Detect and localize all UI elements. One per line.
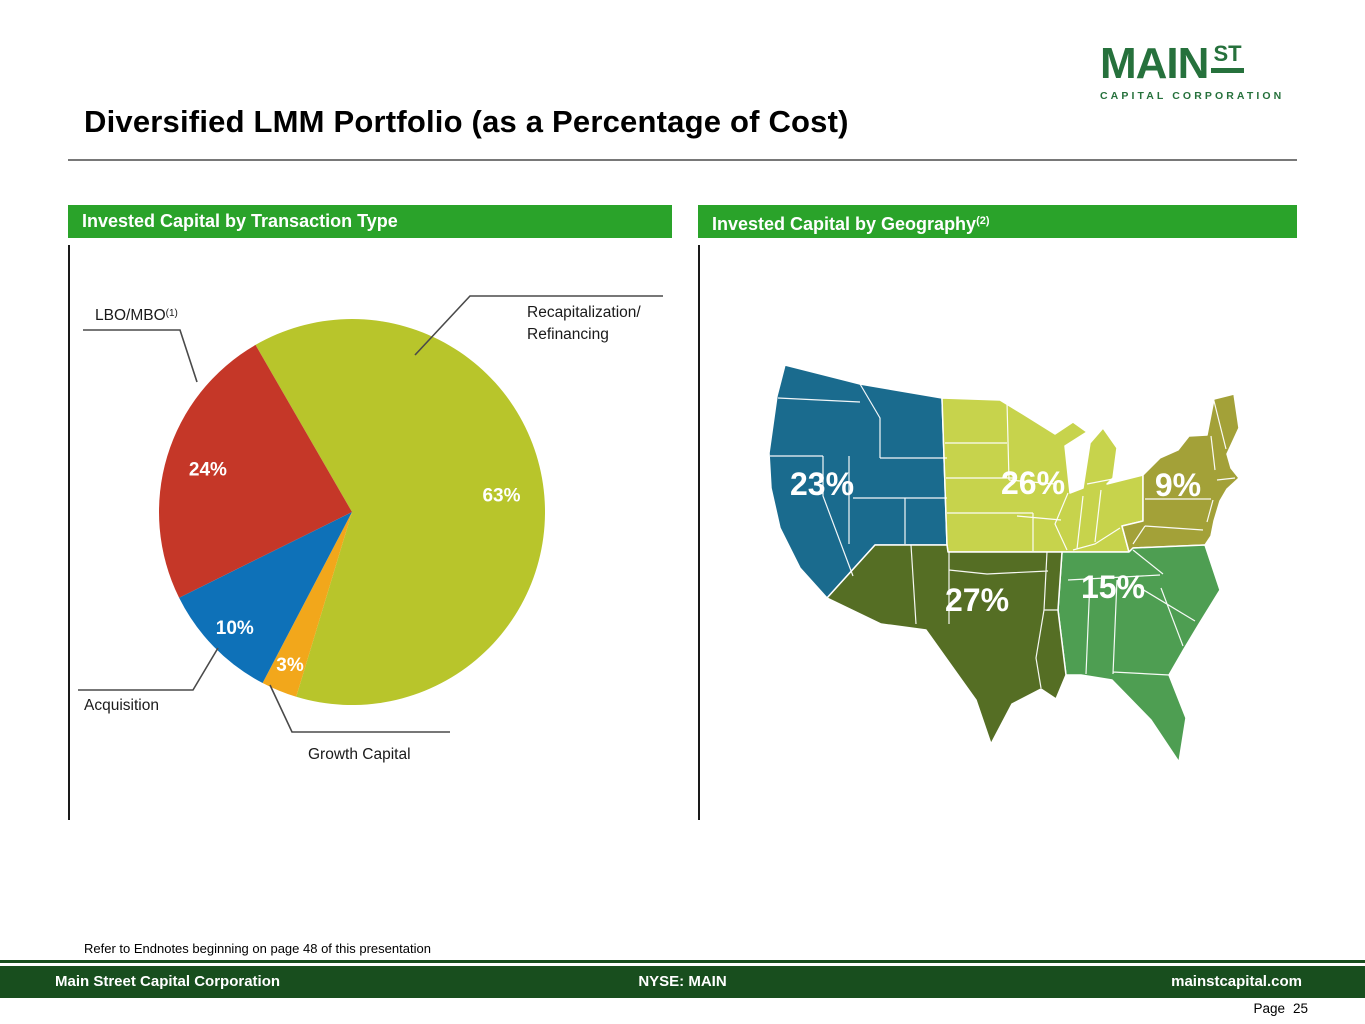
right-panel-header: Invested Capital by Geography(2) bbox=[698, 205, 1297, 238]
callout-recapitalization: Recapitalization/ Refinancing bbox=[527, 302, 641, 346]
state-borders-west bbox=[770, 383, 947, 577]
left-panel-header: Invested Capital by Transaction Type bbox=[68, 205, 672, 238]
us-geography-map: 23% 26% 9% 15% 27% bbox=[768, 364, 1240, 763]
pie-slice-recapitalization-refinancing bbox=[255, 319, 546, 706]
title-divider bbox=[68, 159, 1297, 161]
map-region-southwest bbox=[826, 544, 1067, 745]
map-pct-southeast: 15% bbox=[1081, 569, 1145, 605]
footer-website: mainstcapital.com bbox=[1171, 973, 1302, 990]
callout-lbo-mbo-footnote: (1) bbox=[165, 308, 178, 319]
state-borders-southeast bbox=[1067, 549, 1196, 676]
map-pct-west: 23% bbox=[790, 466, 854, 502]
right-panel-header-footnote: (2) bbox=[976, 215, 990, 227]
pie-pct-lbo-mbo: 24% bbox=[189, 460, 227, 481]
left-panel-header-label: Invested Capital by Transaction Type bbox=[82, 211, 398, 231]
state-border-lines bbox=[770, 383, 1236, 689]
pie-pct-growth-capital: 3% bbox=[276, 655, 304, 676]
callout-lbo-mbo: LBO/MBO(1) bbox=[95, 303, 178, 327]
pie-slice-lbo-mbo bbox=[159, 344, 352, 598]
footer-bar: Main Street Capital Corporation NYSE: MA… bbox=[0, 966, 1365, 998]
transaction-type-pie-chart: 63% 3% 10% 24% bbox=[78, 295, 663, 733]
page-number-value: 25 bbox=[1292, 1001, 1308, 1016]
left-panel-axis-line bbox=[68, 245, 70, 820]
logo-st-text: ST bbox=[1211, 43, 1244, 73]
pie-pct-recapitalization-refinancing: 63% bbox=[482, 486, 520, 507]
footer-top-line bbox=[0, 960, 1365, 963]
footer-company-name: Main Street Capital Corporation bbox=[55, 973, 281, 990]
pie-slice-acquisition bbox=[179, 512, 352, 683]
right-panel-axis-line bbox=[698, 245, 700, 820]
footer-ticker: NYSE: MAIN bbox=[638, 973, 727, 990]
callout-recap-line2: Refinancing bbox=[527, 326, 609, 343]
logo-wordmark: MAIN ST bbox=[1100, 42, 1284, 86]
callout-recap-line1: Recapitalization/ bbox=[527, 304, 641, 321]
endnote-text: Refer to Endnotes beginning on page 48 o… bbox=[84, 941, 431, 956]
page-title: Diversified LMM Portfolio (as a Percenta… bbox=[84, 104, 849, 139]
pie-percentage-labels: 63% 3% 10% 24% bbox=[189, 460, 521, 676]
right-panel-header-label: Invested Capital by Geography bbox=[712, 214, 977, 234]
map-pct-midwest: 26% bbox=[1001, 465, 1065, 501]
map-regions bbox=[768, 364, 1240, 763]
callout-lbo-mbo-label: LBO/MBO bbox=[95, 307, 166, 324]
map-percentage-labels: 23% 26% 9% 15% 27% bbox=[790, 465, 1201, 618]
pie-leader-lines bbox=[78, 295, 663, 733]
map-region-west bbox=[768, 364, 948, 599]
state-borders-northeast bbox=[1132, 400, 1236, 545]
page-number-label: Page bbox=[1253, 1001, 1285, 1016]
callout-acquisition: Acquisition bbox=[84, 697, 159, 714]
page-number: Page 25 bbox=[1253, 1001, 1308, 1016]
map-region-southeast bbox=[1057, 544, 1221, 763]
map-pct-southwest: 27% bbox=[945, 582, 1009, 618]
pie-slices bbox=[159, 319, 546, 706]
pie-pct-acquisition: 10% bbox=[216, 618, 254, 639]
mainst-logo: MAIN ST CAPITAL CORPORATION bbox=[1100, 42, 1285, 103]
callout-growth-capital: Growth Capital bbox=[308, 746, 411, 763]
logo-subtitle: CAPITAL CORPORATION bbox=[1100, 90, 1285, 102]
pie-slice-growth-capital bbox=[262, 512, 352, 697]
state-borders-southwest bbox=[910, 544, 1058, 689]
logo-main-text: MAIN bbox=[1100, 39, 1209, 88]
map-pct-northeast: 9% bbox=[1155, 467, 1201, 503]
state-borders-midwest bbox=[945, 401, 1121, 551]
